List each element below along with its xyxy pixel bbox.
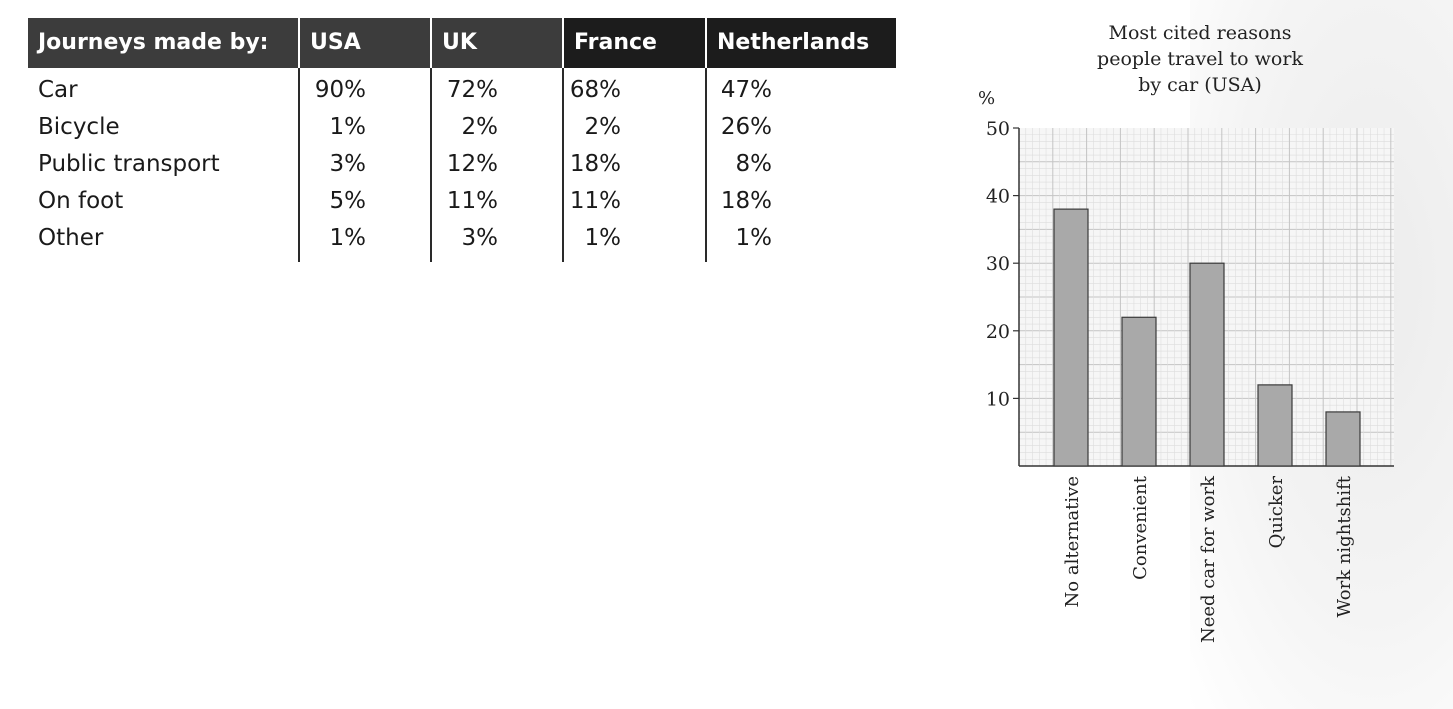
row-label: Bicycle — [38, 114, 120, 140]
row-label: Other — [38, 225, 104, 251]
y-tick-label: 40 — [986, 186, 1010, 208]
table-row: Public transport 3% 12% 18% 8% — [28, 146, 896, 183]
table-row: On foot 5% 11% 11% 18% — [28, 183, 896, 220]
header-journeys-made-by: Journeys made by: — [28, 18, 298, 68]
cell-netherlands: 1% — [735, 225, 773, 251]
cell-netherlands: 47% — [720, 77, 772, 103]
cell-uk: 2% — [461, 114, 499, 140]
cell-france: 11% — [569, 188, 621, 214]
chart-title-line: by car (USA) — [1138, 74, 1262, 96]
chart-title-line: Most cited reasons — [1108, 22, 1292, 44]
column-divider — [705, 68, 707, 262]
chart-title-line: people travel to work — [1097, 48, 1303, 70]
y-tick-label: 50 — [986, 118, 1010, 140]
y-tick-label: 30 — [986, 253, 1010, 275]
y-axis-label: % — [978, 88, 995, 109]
cell-usa: 90% — [314, 77, 366, 103]
y-tick-label: 20 — [986, 321, 1010, 343]
x-tick-label: No alternative — [1062, 476, 1083, 607]
column-divider — [298, 68, 300, 262]
table-body: Car 90% 72% 68% 47% Bicycle 1% 2% 2% 26%… — [28, 68, 896, 262]
cell-usa: 1% — [329, 225, 367, 251]
cell-uk: 11% — [446, 188, 498, 214]
cell-usa: 1% — [329, 114, 367, 140]
bar — [1121, 316, 1157, 467]
cell-france: 2% — [584, 114, 622, 140]
cell-usa: 5% — [329, 188, 367, 214]
cell-usa: 3% — [329, 151, 367, 177]
x-tick-label: Convenient — [1130, 475, 1151, 580]
cell-france: 18% — [569, 151, 621, 177]
row-label: Public transport — [38, 151, 220, 177]
header-netherlands: Netherlands — [707, 18, 896, 68]
bar — [1053, 208, 1089, 467]
bar — [1189, 262, 1225, 467]
cell-uk: 72% — [446, 77, 498, 103]
bar — [1325, 411, 1361, 467]
cell-netherlands: 18% — [720, 188, 772, 214]
table-header-row: Journeys made by: USA UK France Netherla… — [28, 18, 896, 68]
table-row: Bicycle 1% 2% 2% 26% — [28, 109, 896, 146]
header-france: France — [564, 18, 705, 68]
x-tick-label: Work nightshift — [1334, 475, 1355, 617]
header-uk: UK — [432, 18, 562, 68]
cell-france: 1% — [584, 225, 622, 251]
table-row: Car 90% 72% 68% 47% — [28, 72, 896, 109]
cell-france: 68% — [569, 77, 621, 103]
row-label: On foot — [38, 188, 124, 214]
header-usa: USA — [300, 18, 430, 68]
table-row: Other 1% 3% 1% 1% — [28, 220, 896, 257]
x-tick-label: Need car for work — [1198, 475, 1219, 643]
column-divider — [430, 68, 432, 262]
y-tick-label: 10 — [986, 388, 1010, 410]
cell-uk: 12% — [446, 151, 498, 177]
cell-netherlands: 26% — [720, 114, 772, 140]
cell-uk: 3% — [461, 225, 499, 251]
column-divider — [562, 68, 564, 262]
row-label: Car — [38, 77, 78, 103]
x-tick-label: Quicker — [1266, 476, 1287, 549]
chart-title: Most cited reasons people travel to work… — [1070, 20, 1330, 98]
bar — [1257, 384, 1293, 467]
journeys-table: Journeys made by: USA UK France Netherla… — [28, 18, 896, 262]
cell-netherlands: 8% — [735, 151, 773, 177]
